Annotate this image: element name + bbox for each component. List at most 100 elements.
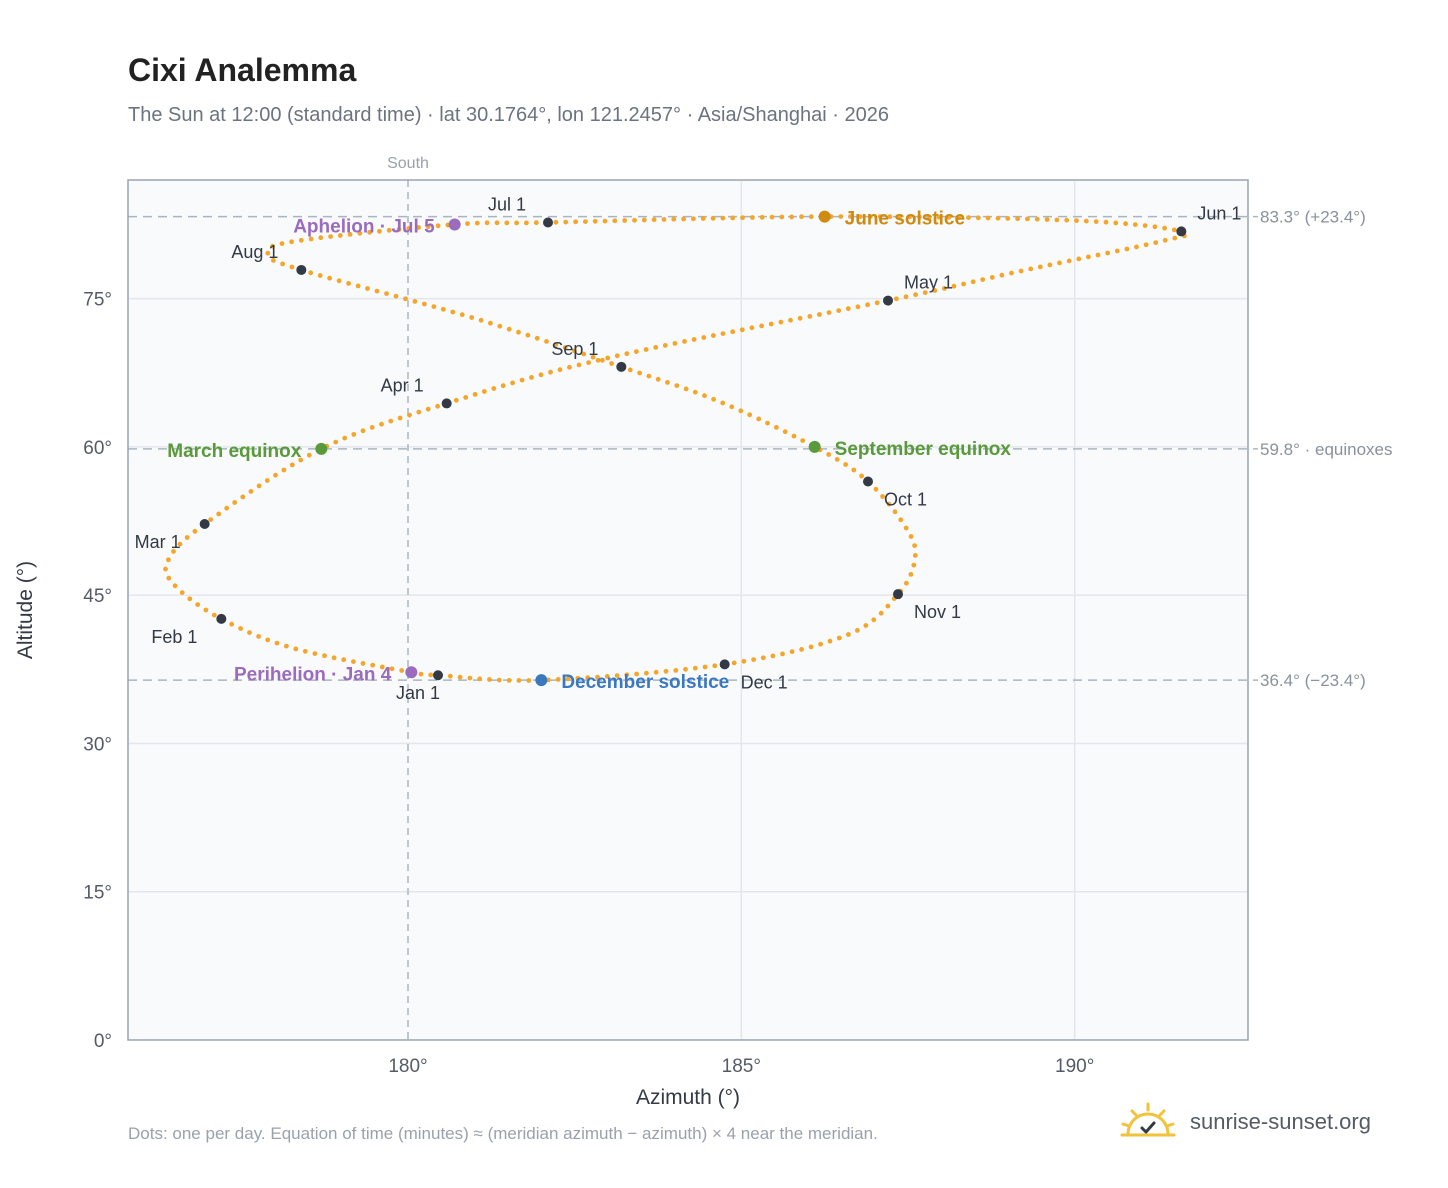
daily-dot	[838, 214, 844, 219]
daily-dot	[720, 215, 726, 221]
x-axis-label: Azimuth (°)	[636, 1086, 740, 1109]
daily-dot	[913, 292, 918, 298]
x-tick-label: 180°	[388, 1056, 427, 1077]
daily-dot	[1025, 216, 1030, 222]
daily-dot	[308, 270, 314, 276]
daily-dot	[700, 216, 706, 221]
daily-dot	[179, 590, 185, 595]
daily-dot	[281, 467, 287, 473]
daily-dot	[1044, 217, 1050, 222]
daily-dot	[431, 304, 437, 309]
daily-dot	[818, 641, 823, 647]
reference-line-label: 59.8° · equinoxes	[1260, 440, 1393, 459]
daily-dot	[980, 277, 986, 282]
daily-dot	[238, 626, 244, 631]
daily-dot	[370, 662, 376, 668]
daily-dot	[894, 296, 899, 302]
daily-dot	[440, 306, 446, 312]
daily-dot	[506, 678, 512, 683]
daily-dot	[289, 462, 295, 468]
daily-dot	[583, 219, 588, 225]
meridian-label: South	[387, 155, 429, 172]
daily-dot	[478, 317, 484, 323]
daily-dot	[768, 321, 774, 327]
daily-dot	[912, 543, 917, 548]
daily-dot	[211, 612, 217, 618]
daily-dot	[264, 478, 270, 483]
daily-dot	[306, 452, 312, 458]
daily-dot	[317, 273, 323, 278]
y-tick-label: 0°	[94, 1031, 112, 1052]
daily-dot	[377, 228, 382, 234]
daily-dot	[897, 214, 903, 220]
daily-dot	[985, 215, 991, 221]
daily-dot	[701, 335, 707, 340]
daily-dot	[396, 227, 402, 232]
daily-dot	[614, 673, 620, 678]
daily-dot	[1009, 270, 1014, 276]
brand-text[interactable]: sunrise-sunset.org	[1190, 1109, 1371, 1134]
daily-dot	[729, 404, 735, 410]
daily-dot	[247, 630, 252, 635]
daily-dot	[858, 214, 863, 220]
daily-dot	[435, 403, 440, 409]
daily-dot	[730, 215, 736, 221]
daily-dot	[887, 214, 893, 220]
daily-dot	[472, 392, 478, 397]
daily-dot	[1093, 219, 1099, 225]
daily-dot	[867, 214, 873, 220]
daily-dot	[1047, 262, 1053, 268]
daily-dot	[562, 345, 568, 350]
daily-dot	[892, 509, 898, 515]
daily-dot	[435, 223, 441, 229]
daily-dot	[459, 312, 465, 318]
reference-line-label: 36.4° (−23.4°)	[1260, 671, 1366, 690]
daily-dot	[760, 655, 766, 661]
daily-dot	[572, 348, 577, 354]
daily-dot	[1005, 216, 1011, 221]
daily-dot	[533, 220, 539, 226]
daily-dot	[171, 549, 176, 554]
daily-dot	[799, 214, 804, 220]
daily-dot	[602, 218, 608, 224]
daily-dot	[834, 457, 840, 462]
month-marker-label: May 1	[904, 273, 953, 293]
daily-dot	[565, 676, 571, 682]
daily-dot	[342, 435, 348, 441]
daily-dot	[904, 580, 909, 586]
daily-dot	[379, 664, 385, 670]
daily-dot	[302, 648, 308, 654]
daily-dot	[747, 412, 753, 418]
daily-dot	[846, 632, 851, 637]
daily-dot	[712, 663, 718, 669]
month-marker-label: Jul 1	[488, 195, 526, 215]
daily-dot	[265, 250, 271, 256]
daily-dot	[908, 572, 914, 577]
event-marker-dot	[535, 674, 548, 687]
event-label: March equinox	[167, 441, 302, 462]
daily-dot	[932, 288, 938, 293]
plot-frame	[127, 179, 1249, 1041]
daily-dot	[328, 234, 333, 240]
brand[interactable]: sunrise-sunset.org	[1120, 1102, 1371, 1142]
month-marker-dot	[893, 589, 903, 600]
daily-dot	[651, 217, 657, 223]
month-marker-dot	[543, 217, 553, 228]
daily-dot	[477, 676, 483, 682]
daily-dot	[788, 317, 793, 323]
daily-dot	[738, 408, 744, 414]
daily-dot	[912, 553, 918, 558]
chart-title: Cixi Analemma	[128, 52, 357, 88]
daily-dot	[673, 668, 679, 673]
daily-dot	[1105, 250, 1111, 256]
daily-dot	[187, 596, 193, 602]
daily-dot	[195, 602, 201, 607]
daily-dot	[538, 372, 544, 378]
daily-dot	[702, 393, 707, 399]
daily-dot	[942, 286, 947, 291]
daily-dot	[526, 678, 532, 683]
daily-dot	[711, 333, 716, 338]
daily-dot	[203, 607, 209, 613]
daily-dot	[740, 215, 745, 221]
